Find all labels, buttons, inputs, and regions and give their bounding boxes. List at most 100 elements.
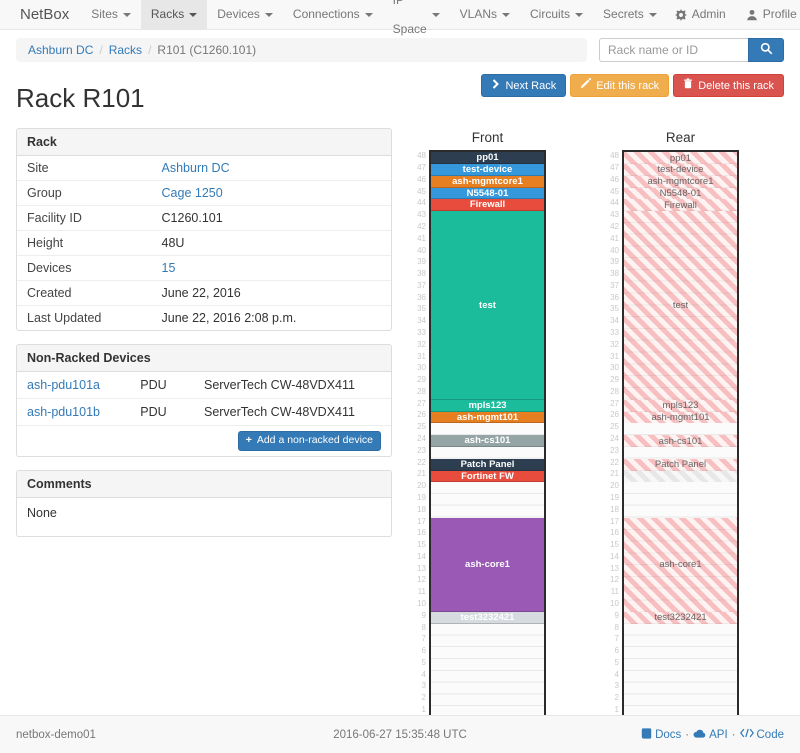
unit-number: 19 bbox=[417, 492, 426, 502]
non-racked-rows: ash-pdu101a PDU ServerTech CW-48VDX411 ash-… bbox=[17, 372, 391, 427]
nav-menu: Sites Racks Devices Connections IP Space VLAN… bbox=[81, 0, 667, 36]
unit-number: 34 bbox=[610, 316, 619, 326]
unit-number: 25 bbox=[417, 422, 426, 432]
rack-unit-firewall[interactable]: Firewall bbox=[624, 199, 737, 212]
comments-title: Comments bbox=[17, 470, 391, 498]
unit-number: 3 bbox=[421, 681, 426, 691]
device-name-link[interactable]: ash-pdu101b bbox=[27, 405, 100, 420]
chevron-down-icon bbox=[122, 12, 131, 17]
attribute-value: 48U bbox=[161, 236, 185, 251]
unit-number: 11 bbox=[610, 587, 619, 597]
rack-unit-n5548-01[interactable]: N5548-01 bbox=[431, 187, 544, 200]
rack-unit-ash-cs101[interactable]: ash-cs101 bbox=[431, 435, 544, 448]
unit-number: 44 bbox=[610, 198, 619, 208]
rack-unit-label: ash-mgmtcore1 bbox=[647, 176, 714, 188]
unit-number: 46 bbox=[610, 174, 619, 184]
footer-link-label: API bbox=[709, 728, 728, 741]
edit-rack-button[interactable]: Edit this rack bbox=[570, 74, 670, 98]
unit-number: 16 bbox=[417, 528, 426, 538]
nav-item-profile[interactable]: Profile bbox=[738, 0, 800, 29]
rack-unit-pp01[interactable]: pp01 bbox=[431, 152, 544, 165]
rack-unit-label: test3232421 bbox=[460, 612, 515, 623]
rack-unit-test3232421[interactable]: test3232421 bbox=[624, 612, 737, 624]
attribute-value-link[interactable]: Ashburn DC bbox=[161, 161, 230, 176]
unit-number: 28 bbox=[417, 386, 426, 396]
rack-unit-mpls123[interactable]: mpls123 bbox=[431, 399, 544, 412]
rack-unit-pp01[interactable]: pp01 bbox=[624, 152, 737, 165]
nav-item-vlans[interactable]: VLANs bbox=[450, 0, 520, 29]
rack-unit-test3232421[interactable]: test3232421 bbox=[431, 612, 544, 624]
search-button[interactable] bbox=[748, 38, 784, 62]
search-input[interactable] bbox=[599, 38, 748, 62]
footer-link-code[interactable]: Code bbox=[739, 728, 784, 741]
add-non-racked-device-button[interactable]: + Add a non-racked device bbox=[237, 431, 381, 451]
rack-unit-patch-panel[interactable]: Patch Panel bbox=[431, 458, 544, 471]
rack-unit-fortinet-fw[interactable]: Fortinet FW bbox=[431, 470, 544, 483]
attribute-value-link[interactable]: Cage 1250 bbox=[161, 186, 223, 201]
nav-item-label: Sites bbox=[91, 7, 118, 21]
unit-number: 42 bbox=[610, 221, 619, 231]
unit-number: 29 bbox=[610, 375, 619, 385]
unit-number: 30 bbox=[417, 363, 426, 373]
app-brand[interactable]: NetBox bbox=[20, 6, 70, 23]
device-name-link[interactable]: ash-pdu101a bbox=[27, 378, 100, 393]
breadcrumb-item[interactable]: Racks bbox=[108, 43, 143, 57]
rack-unit-test-device[interactable]: test-device bbox=[431, 164, 544, 176]
unit-number: 47 bbox=[610, 163, 619, 173]
chevron-down-icon bbox=[648, 12, 657, 17]
rack-unit-ash-core1[interactable]: ash-core1 bbox=[431, 517, 544, 613]
rack-unit-test-device[interactable]: test-device bbox=[624, 164, 737, 176]
rack-search bbox=[599, 38, 784, 62]
delete-rack-button[interactable]: Delete this rack bbox=[673, 74, 784, 98]
breadcrumb-item: R101 (C1260.101) bbox=[157, 43, 257, 57]
nav-item-admin[interactable]: Admin bbox=[667, 0, 734, 29]
unit-number: 18 bbox=[610, 504, 619, 514]
unit-number: 1 bbox=[421, 705, 426, 715]
cloud-icon bbox=[693, 728, 706, 742]
nav-item-secrets[interactable]: Secrets bbox=[593, 0, 667, 29]
unit-number: 12 bbox=[417, 575, 426, 585]
rack-unit-ash-core1[interactable]: ash-core1 bbox=[624, 517, 737, 613]
rack-unit-patch-panel[interactable]: Patch Panel bbox=[624, 458, 737, 471]
code-icon bbox=[739, 728, 754, 741]
nav-item-ip-space[interactable]: IP Space bbox=[383, 0, 450, 36]
attribute-label: Site bbox=[27, 161, 49, 176]
attribute-value-link[interactable]: 15 bbox=[161, 261, 176, 276]
rack-unit-ash-mgmt101[interactable]: ash-mgmt101 bbox=[431, 411, 544, 424]
unit-number: 48 bbox=[417, 151, 426, 161]
rack-unit-ash-mgmt101[interactable]: ash-mgmt101 bbox=[624, 411, 737, 424]
breadcrumb-item[interactable]: Ashburn DC bbox=[28, 43, 94, 57]
next-rack-button[interactable]: Next Rack bbox=[481, 74, 567, 98]
rack-unit-ash-cs101[interactable]: ash-cs101 bbox=[624, 435, 737, 448]
rack-unit-n5548-01[interactable]: N5548-01 bbox=[624, 187, 737, 200]
unit-number: 5 bbox=[614, 657, 619, 667]
page-title: Rack R101 bbox=[16, 83, 145, 114]
rack-unit-test[interactable]: test bbox=[431, 211, 544, 400]
unit-number: 8 bbox=[614, 622, 619, 632]
rack-unit-test[interactable]: test bbox=[624, 211, 737, 400]
comments-body: None bbox=[27, 505, 57, 520]
unit-number: 9 bbox=[614, 610, 619, 620]
rack-unit-firewall[interactable]: Firewall bbox=[431, 199, 544, 212]
rack-unit-ash-mgmtcore1[interactable]: ash-mgmtcore1 bbox=[624, 175, 737, 188]
rear-rack-body: pp01 test-device ash-mgmtcore1 N5548-01 Fire… bbox=[622, 150, 739, 721]
pencil-icon bbox=[580, 77, 592, 93]
device-model: ServerTech CW-48VDX411 bbox=[203, 405, 355, 420]
unit-number: 37 bbox=[417, 280, 426, 290]
unit-number: 7 bbox=[614, 634, 619, 644]
nav-item-racks[interactable]: Racks bbox=[140, 0, 208, 29]
nav-item-devices[interactable]: Devices bbox=[207, 0, 283, 29]
nav-item-connections[interactable]: Connections bbox=[283, 0, 383, 29]
footer-link-docs[interactable]: Docs bbox=[641, 727, 681, 742]
unit-number: 4 bbox=[421, 669, 426, 679]
nav-item-sites[interactable]: Sites bbox=[81, 0, 141, 29]
nav-item-circuits[interactable]: Circuits bbox=[520, 0, 593, 29]
rack-unit-label: ash-cs101 bbox=[658, 435, 703, 447]
footer-link-api[interactable]: API bbox=[693, 728, 728, 742]
rack-unit-mpls123[interactable]: mpls123 bbox=[624, 399, 737, 412]
rack-unit-ash-mgmtcore1[interactable]: ash-mgmtcore1 bbox=[431, 175, 544, 188]
attribute-row: Height 48U bbox=[17, 231, 391, 257]
chevron-down-icon bbox=[502, 12, 511, 17]
rack-unit-label: ash-core1 bbox=[465, 558, 510, 570]
navbar: NetBox Sites Racks Devices Connections IP Sp… bbox=[0, 0, 800, 36]
